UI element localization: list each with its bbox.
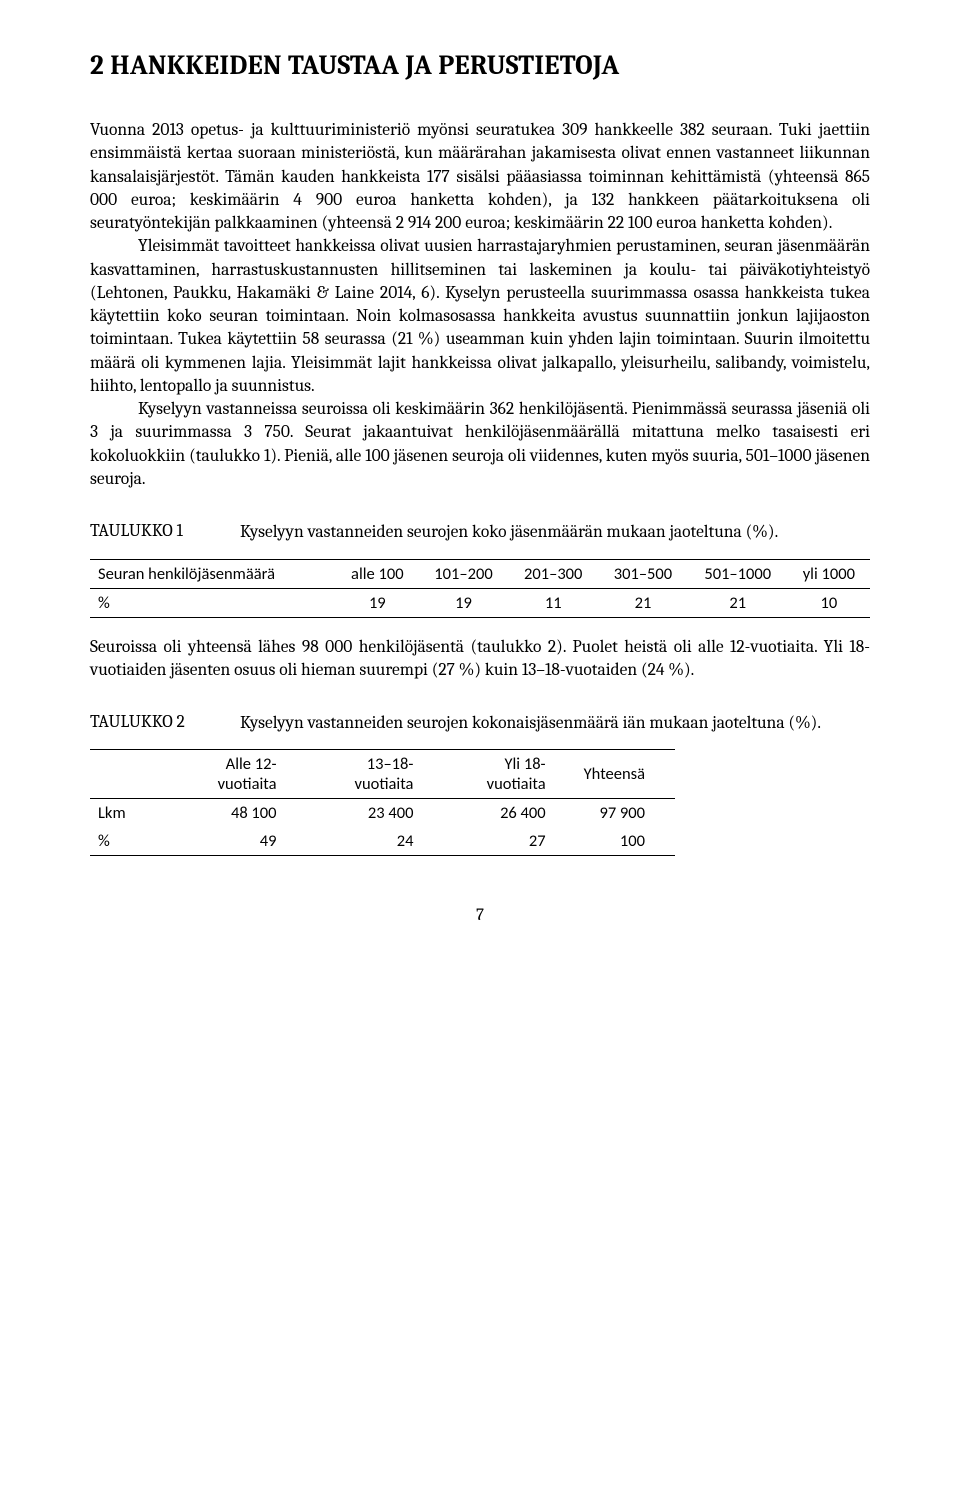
table-header-cell: 13–18-vuotiaita [307, 750, 444, 799]
table-cell: 10 [788, 588, 870, 617]
table-header-cell: Alle 12-vuotiaita [166, 750, 307, 799]
table-cell: 48 100 [166, 799, 307, 828]
table-cell: % [90, 588, 336, 617]
body-text-block: Vuonna 2013 opetus- ja kulttuuriminister… [90, 119, 870, 491]
table-header-cell: Yli 18-vuotiaita [443, 750, 575, 799]
table-header-cell: 201–300 [508, 559, 598, 588]
table-header-cell [90, 750, 166, 799]
table-row: % 19 19 11 21 21 10 [90, 588, 870, 617]
table-header-cell: Seuran henkilöjäsenmäärä [90, 559, 336, 588]
section-heading: 2 HANKKEIDEN TAUSTAA JA PERUSTIETOJA [90, 50, 870, 81]
table-cell: 19 [419, 588, 509, 617]
paragraph: Kyselyyn vastanneissa seuroissa oli kesk… [90, 398, 870, 491]
table-cell: 27 [443, 827, 575, 856]
table-row: Lkm 48 100 23 400 26 400 97 900 [90, 799, 675, 828]
table-label: TAULUKKO 1 [90, 521, 240, 541]
table-header-row: Seuran henkilöjäsenmäärä alle 100 101–20… [90, 559, 870, 588]
table-header-cell: Yhteensä [576, 750, 675, 799]
table-header-cell: 301–500 [598, 559, 688, 588]
table-caption: Kyselyyn vastanneiden seurojen kokonaisj… [240, 712, 821, 735]
paragraph: Seuroissa oli yhteensä lähes 98 000 henk… [90, 636, 870, 683]
table-cell: 97 900 [576, 799, 675, 828]
table-cell: Lkm [90, 799, 166, 828]
table-row: % 49 24 27 100 [90, 827, 675, 856]
page: 2 HANKKEIDEN TAUSTAA JA PERUSTIETOJA Vuo… [0, 0, 960, 965]
paragraph: Vuonna 2013 opetus- ja kulttuuriminister… [90, 119, 870, 235]
table-label: TAULUKKO 2 [90, 712, 240, 732]
table-cell: 11 [508, 588, 598, 617]
table-header-cell: alle 100 [336, 559, 419, 588]
table-2-heading: TAULUKKO 2 Kyselyyn vastanneiden seuroje… [90, 712, 870, 735]
table-cell: 19 [336, 588, 419, 617]
table-caption: Kyselyyn vastanneiden seurojen koko jäse… [240, 521, 778, 544]
table-header-cell: 101–200 [419, 559, 509, 588]
table-2: Alle 12-vuotiaita 13–18-vuotiaita Yli 18… [90, 749, 675, 856]
table-cell: 100 [576, 827, 675, 856]
table-cell: 23 400 [307, 799, 444, 828]
table-1: Seuran henkilöjäsenmäärä alle 100 101–20… [90, 559, 870, 618]
table-cell: 24 [307, 827, 444, 856]
page-number: 7 [90, 906, 870, 925]
table-header-cell: 501–1000 [688, 559, 788, 588]
table-cell: % [90, 827, 166, 856]
table-cell: 26 400 [443, 799, 575, 828]
table-cell: 49 [166, 827, 307, 856]
table-header-row: Alle 12-vuotiaita 13–18-vuotiaita Yli 18… [90, 750, 675, 799]
table-header-cell: yli 1000 [788, 559, 870, 588]
table-cell: 21 [598, 588, 688, 617]
table-cell: 21 [688, 588, 788, 617]
table-1-heading: TAULUKKO 1 Kyselyyn vastanneiden seuroje… [90, 521, 870, 544]
paragraph: Yleisimmät tavoitteet hankkeissa olivat … [90, 235, 870, 398]
